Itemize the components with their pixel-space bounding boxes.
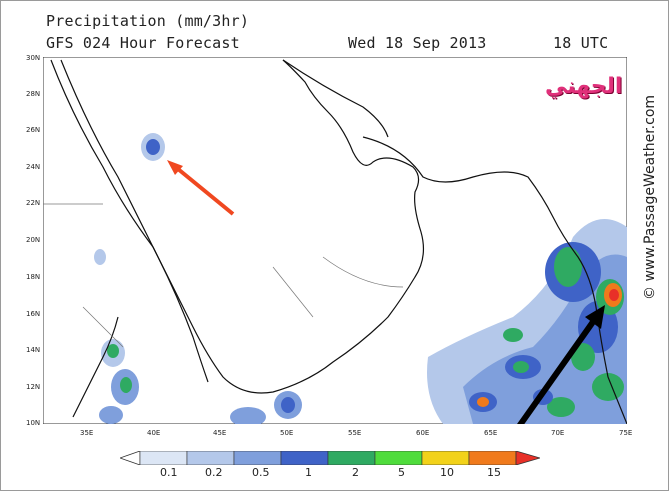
x-label-70e: 70E [551, 429, 565, 437]
x-label-35e: 35E [80, 429, 94, 437]
legend-label-0-2: 0.2 [205, 466, 223, 479]
y-label-20n: 20N [26, 236, 41, 244]
y-label-24n: 24N [26, 163, 41, 171]
country-borders [43, 203, 404, 348]
precipitation-colorbar [120, 451, 540, 465]
x-label-75e: 75E [619, 429, 633, 437]
x-label-45e: 45E [213, 429, 227, 437]
legend-label-5: 5 [398, 466, 405, 479]
x-label-60e: 60E [416, 429, 430, 437]
y-label-18n: 18N [26, 273, 41, 281]
y-label-22n: 22N [26, 199, 41, 207]
legend-label-0-1: 0.1 [160, 466, 178, 479]
map-subtitle: GFS 024 Hour Forecast [46, 34, 240, 52]
legend-label-15: 15 [487, 466, 501, 479]
y-label-30n: 30N [26, 54, 41, 62]
legend-label-2: 2 [352, 466, 359, 479]
forecast-time: 18 UTC [553, 34, 609, 52]
red-arrow [167, 160, 235, 216]
x-label-40e: 40E [147, 429, 161, 437]
x-label-65e: 65E [484, 429, 498, 437]
y-label-14n: 14N [26, 346, 41, 354]
x-label-55e: 55E [348, 429, 362, 437]
credit-text: © www.PassageWeather.com [642, 94, 658, 300]
precipitation-map [43, 57, 627, 424]
legend-label-10: 10 [440, 466, 454, 479]
y-label-26n: 26N [26, 126, 41, 134]
coastlines [50, 59, 627, 424]
x-label-50e: 50E [280, 429, 294, 437]
precipitation-areas [94, 133, 627, 424]
forecast-date: Wed 18 Sep 2013 [348, 34, 487, 52]
legend-label-1: 1 [305, 466, 312, 479]
map-title: Precipitation (mm/3hr) [46, 12, 250, 30]
y-label-16n: 16N [26, 310, 41, 318]
y-label-10n: 10N [26, 419, 41, 427]
legend-label-0-5: 0.5 [252, 466, 270, 479]
y-label-12n: 12N [26, 383, 41, 391]
black-arrow [517, 305, 605, 424]
overlay-signature: الجهني [545, 74, 623, 99]
y-label-28n: 28N [26, 90, 41, 98]
